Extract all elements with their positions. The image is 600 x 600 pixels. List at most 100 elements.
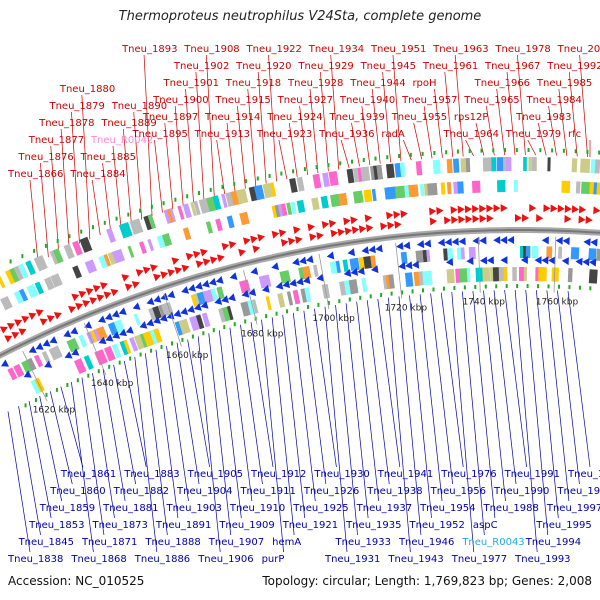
leader-line (39, 396, 63, 502)
track-mark (24, 403, 27, 408)
track-mark (527, 148, 530, 153)
track-mark (92, 225, 94, 230)
feature-block (546, 246, 553, 259)
feature-block (289, 178, 298, 193)
leader-line (92, 373, 115, 519)
feature-block (419, 183, 425, 197)
reverse-gene-arrow (23, 370, 32, 378)
leader-line (525, 289, 549, 536)
reverse-gene-arrow (493, 236, 501, 245)
track-mark (315, 165, 318, 170)
feature-block (226, 305, 234, 321)
forward-gene-arrow (35, 309, 44, 317)
reverse-gene-arrow (261, 284, 270, 293)
feature-block (460, 247, 465, 260)
reverse-gene-arrow (541, 236, 549, 245)
forward-gene-arrow (192, 250, 201, 259)
track-mark (127, 212, 130, 217)
feature-block (129, 337, 139, 352)
track-mark (108, 364, 111, 369)
gene-label: Tneu_1925 (292, 503, 348, 514)
leader-line (475, 122, 485, 156)
feature-block (94, 349, 108, 366)
track-mark (359, 295, 362, 300)
forward-gene-arrow (344, 227, 353, 236)
feature-block (408, 184, 419, 198)
leader-line (440, 292, 464, 468)
feature-block (432, 159, 441, 175)
forward-gene-arrow (337, 228, 346, 237)
scale-ticks: 1620 kbp 1640 kbp 1660 kbp 1680 kbp 1700 kbp… (22, 236, 578, 415)
feature-block (525, 246, 531, 259)
track-mark (422, 288, 425, 293)
feature-block (388, 274, 395, 289)
forward-gene-arrow (110, 288, 119, 297)
feature-block (292, 289, 301, 305)
leader-line (143, 54, 153, 217)
feature-block (44, 276, 55, 291)
leader-line (71, 381, 94, 553)
reverse-gene-arrow (227, 293, 236, 302)
forward-gene-arrow (4, 335, 13, 343)
gene-label: Tneu_1977 (451, 554, 507, 565)
gene-label: Tneu_1931 (324, 554, 380, 565)
leader-line (444, 71, 454, 158)
feature-block (41, 350, 51, 364)
leader-line (112, 145, 122, 228)
feature-block (523, 267, 527, 282)
scale-tick-label: 1740 kbp (463, 298, 506, 308)
leader-line (208, 333, 232, 536)
track-mark (409, 152, 412, 157)
reverse-gene-arrow (208, 277, 217, 286)
leader-line (546, 290, 570, 502)
feature-block (311, 197, 320, 211)
gene-label: Tneu_1889 (100, 118, 156, 129)
reverse-gene-arrow (398, 261, 406, 270)
forward-gene-arrow (458, 215, 466, 224)
feature-block (328, 170, 339, 187)
track-mark (547, 284, 550, 289)
gene-label: purP (262, 554, 285, 565)
forward-gene-arrow (14, 319, 23, 327)
reverse-gene-arrow (590, 238, 598, 247)
feature-block (459, 268, 470, 283)
forward-gene-arrow (328, 219, 337, 228)
forward-gene-arrow (400, 210, 408, 219)
reverse-gene-arrow (111, 310, 120, 318)
feature-block (177, 205, 185, 220)
forward-gene-arrow (585, 215, 593, 224)
forward-gene-arrow (514, 214, 522, 223)
forward-gene-arrow (309, 233, 317, 242)
forward-gene-arrow (364, 214, 373, 223)
forward-gene-arrow (443, 216, 452, 225)
feature-block (376, 164, 383, 180)
forward-gene-arrow (124, 283, 133, 292)
track-mark (174, 197, 177, 202)
forward-gene-arrow (135, 269, 144, 277)
feature-block (78, 334, 88, 348)
track-mark (386, 155, 389, 160)
leader-line (514, 289, 538, 553)
feature-block (26, 283, 39, 299)
leader-line (558, 88, 568, 157)
reverse-gene-arrow (472, 236, 480, 245)
forward-gene-arrow (471, 204, 480, 213)
gene-label: rpoH (412, 78, 436, 89)
track-mark (433, 151, 436, 156)
track-mark (432, 287, 435, 292)
forward-gene-arrow (6, 322, 15, 331)
leader-line (423, 105, 433, 159)
forward-gene-arrow (316, 232, 324, 240)
track-mark (280, 171, 283, 176)
track-mark (339, 161, 342, 166)
track-mark (292, 169, 295, 174)
feature-block (83, 354, 94, 370)
track-mark (181, 337, 184, 342)
forward-gene-arrow (71, 293, 80, 302)
gene-label: Tneu_1979 (505, 129, 561, 140)
leader-line (472, 290, 496, 519)
reverse-gene-arrow (173, 309, 182, 318)
forward-gene-arrow (450, 206, 458, 215)
gene-label: Tneu_1904 (176, 486, 232, 497)
